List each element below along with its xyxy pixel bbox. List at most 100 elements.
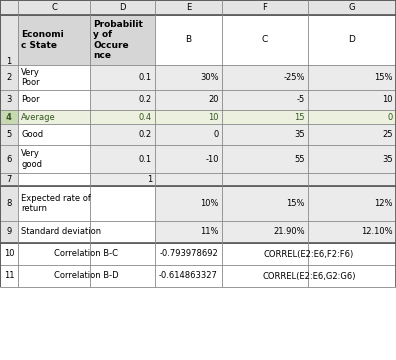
Text: Standard deviation: Standard deviation bbox=[21, 228, 101, 237]
Text: 55: 55 bbox=[295, 154, 305, 163]
Bar bbox=[18, 15, 90, 65]
Text: C: C bbox=[51, 3, 57, 12]
Text: 10%: 10% bbox=[200, 199, 219, 208]
Text: -10: -10 bbox=[206, 154, 219, 163]
Text: E: E bbox=[186, 3, 191, 12]
Bar bbox=[18, 110, 90, 124]
Text: Correlation B-C: Correlation B-C bbox=[55, 249, 118, 258]
Bar bbox=[155, 221, 222, 243]
Text: Probabilit
y of
Occure
nce: Probabilit y of Occure nce bbox=[93, 20, 143, 60]
Text: 30%: 30% bbox=[200, 73, 219, 82]
Text: 25: 25 bbox=[383, 130, 393, 139]
Text: -0.614863327: -0.614863327 bbox=[159, 271, 218, 280]
Text: Poor: Poor bbox=[21, 95, 40, 104]
Bar bbox=[90, 173, 155, 186]
Text: 9: 9 bbox=[6, 228, 11, 237]
Text: 35: 35 bbox=[294, 130, 305, 139]
Bar bbox=[0, 0, 396, 15]
Text: 1: 1 bbox=[147, 175, 152, 184]
Bar bbox=[90, 145, 155, 173]
Text: -5: -5 bbox=[297, 95, 305, 104]
Bar bbox=[18, 173, 90, 186]
Text: -0.793978692: -0.793978692 bbox=[159, 249, 218, 258]
Text: Expected rate of
return: Expected rate of return bbox=[21, 194, 91, 213]
Text: C: C bbox=[262, 36, 268, 45]
Bar bbox=[18, 65, 90, 90]
Bar bbox=[90, 90, 155, 110]
Text: 8: 8 bbox=[6, 199, 12, 208]
Text: 11: 11 bbox=[4, 271, 14, 280]
Bar bbox=[0, 243, 396, 265]
Text: D: D bbox=[119, 3, 126, 12]
Text: 20: 20 bbox=[209, 95, 219, 104]
Bar bbox=[18, 90, 90, 110]
Text: 10: 10 bbox=[4, 249, 14, 258]
Bar bbox=[155, 110, 222, 124]
Text: -25%: -25% bbox=[284, 73, 305, 82]
Text: 10: 10 bbox=[383, 95, 393, 104]
Text: 12%: 12% bbox=[375, 199, 393, 208]
Bar bbox=[0, 221, 18, 243]
Bar bbox=[0, 15, 18, 65]
Bar bbox=[222, 15, 308, 65]
Text: Very
Poor: Very Poor bbox=[21, 68, 40, 87]
Bar bbox=[155, 173, 222, 186]
Text: 15%: 15% bbox=[286, 199, 305, 208]
Text: Good: Good bbox=[21, 130, 43, 139]
Bar bbox=[18, 145, 90, 173]
Text: G: G bbox=[349, 3, 355, 12]
Text: 35: 35 bbox=[383, 154, 393, 163]
Text: 15%: 15% bbox=[375, 73, 393, 82]
Bar bbox=[18, 186, 155, 221]
Text: 21.90%: 21.90% bbox=[273, 228, 305, 237]
Bar bbox=[222, 145, 308, 173]
Bar bbox=[222, 221, 308, 243]
Bar bbox=[0, 90, 18, 110]
Bar bbox=[155, 124, 222, 145]
Bar bbox=[308, 221, 396, 243]
Text: 0.1: 0.1 bbox=[139, 154, 152, 163]
Text: Very
good: Very good bbox=[21, 149, 42, 169]
Bar bbox=[222, 110, 308, 124]
Bar bbox=[0, 145, 18, 173]
Bar bbox=[222, 124, 308, 145]
Bar bbox=[90, 65, 155, 90]
Text: 15: 15 bbox=[295, 112, 305, 122]
Bar bbox=[222, 65, 308, 90]
Bar bbox=[0, 186, 18, 221]
Bar bbox=[90, 124, 155, 145]
Text: Correlation B-D: Correlation B-D bbox=[54, 271, 119, 280]
Bar bbox=[18, 221, 155, 243]
Bar bbox=[308, 145, 396, 173]
Bar bbox=[18, 124, 90, 145]
Bar bbox=[0, 265, 396, 287]
Text: 0.2: 0.2 bbox=[139, 130, 152, 139]
Bar bbox=[155, 90, 222, 110]
Text: Average: Average bbox=[21, 112, 56, 122]
Bar bbox=[0, 65, 18, 90]
Bar bbox=[308, 65, 396, 90]
Bar bbox=[155, 186, 222, 221]
Text: 11%: 11% bbox=[200, 228, 219, 237]
Bar bbox=[308, 110, 396, 124]
Bar bbox=[222, 90, 308, 110]
Bar bbox=[222, 186, 308, 221]
Text: F: F bbox=[263, 3, 267, 12]
Text: D: D bbox=[348, 36, 356, 45]
Bar bbox=[155, 65, 222, 90]
Bar bbox=[308, 15, 396, 65]
Text: CORREL(E2:E6,G2:G6): CORREL(E2:E6,G2:G6) bbox=[262, 271, 356, 280]
Bar bbox=[90, 15, 155, 65]
Text: 0.1: 0.1 bbox=[139, 73, 152, 82]
Text: B: B bbox=[185, 36, 192, 45]
Text: 4: 4 bbox=[6, 112, 12, 122]
Bar bbox=[308, 186, 396, 221]
Bar bbox=[308, 124, 396, 145]
Text: 3: 3 bbox=[6, 95, 12, 104]
Text: 1: 1 bbox=[6, 57, 11, 66]
Bar bbox=[308, 90, 396, 110]
Text: 5: 5 bbox=[6, 130, 11, 139]
Bar bbox=[0, 173, 18, 186]
Bar bbox=[90, 110, 155, 124]
Text: 12.10%: 12.10% bbox=[362, 228, 393, 237]
